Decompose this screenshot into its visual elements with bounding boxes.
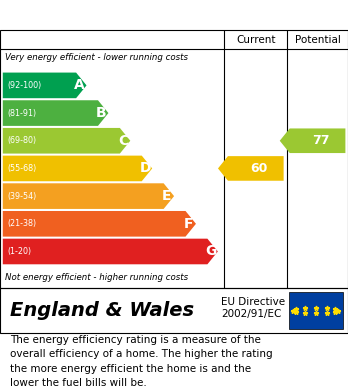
Text: The energy efficiency rating is a measure of the
overall efficiency of a home. T: The energy efficiency rating is a measur…: [10, 335, 273, 388]
Text: (55-68): (55-68): [7, 164, 36, 173]
Text: (81-91): (81-91): [7, 109, 36, 118]
Text: (21-38): (21-38): [7, 219, 36, 228]
Polygon shape: [3, 183, 174, 209]
Text: (69-80): (69-80): [7, 136, 36, 145]
Text: 77: 77: [312, 134, 330, 147]
Polygon shape: [3, 211, 196, 237]
Text: Not energy efficient - higher running costs: Not energy efficient - higher running co…: [5, 273, 188, 282]
Text: (39-54): (39-54): [7, 192, 36, 201]
Text: C: C: [118, 134, 128, 148]
Polygon shape: [280, 129, 345, 153]
Text: England & Wales: England & Wales: [10, 301, 195, 320]
Polygon shape: [3, 100, 109, 126]
Text: EU Directive
2002/91/EC: EU Directive 2002/91/EC: [221, 298, 285, 319]
Polygon shape: [3, 156, 152, 181]
Bar: [289, 292, 343, 329]
Text: 60: 60: [251, 162, 268, 175]
Text: (1-20): (1-20): [7, 247, 31, 256]
Text: Very energy efficient - lower running costs: Very energy efficient - lower running co…: [5, 53, 188, 62]
Text: B: B: [96, 106, 107, 120]
Text: D: D: [140, 161, 151, 176]
Text: F: F: [184, 217, 193, 231]
Polygon shape: [3, 239, 218, 264]
Polygon shape: [3, 128, 130, 154]
Polygon shape: [3, 73, 87, 98]
Text: Potential: Potential: [295, 35, 340, 45]
Text: G: G: [206, 244, 217, 258]
Text: Energy Efficiency Rating: Energy Efficiency Rating: [10, 7, 232, 23]
Text: (92-100): (92-100): [7, 81, 41, 90]
Text: Current: Current: [236, 35, 276, 45]
Polygon shape: [218, 156, 284, 181]
Text: A: A: [74, 78, 85, 92]
Text: E: E: [162, 189, 172, 203]
